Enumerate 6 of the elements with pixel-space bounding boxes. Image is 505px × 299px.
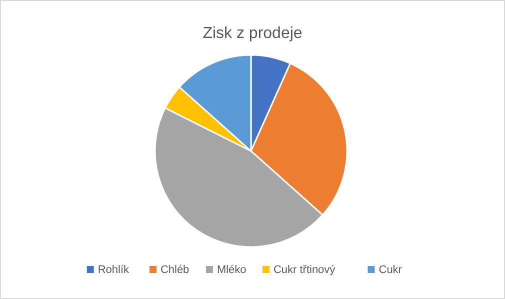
chart-title: Zisk z prodeje (202, 25, 302, 42)
legend-label: Mléko (216, 264, 246, 276)
legend-label: Cukr třtinový (273, 264, 336, 276)
legend-label: Cukr (378, 264, 402, 276)
legend-label: Rohlík (98, 264, 130, 276)
legend-label: Chléb (160, 264, 190, 276)
